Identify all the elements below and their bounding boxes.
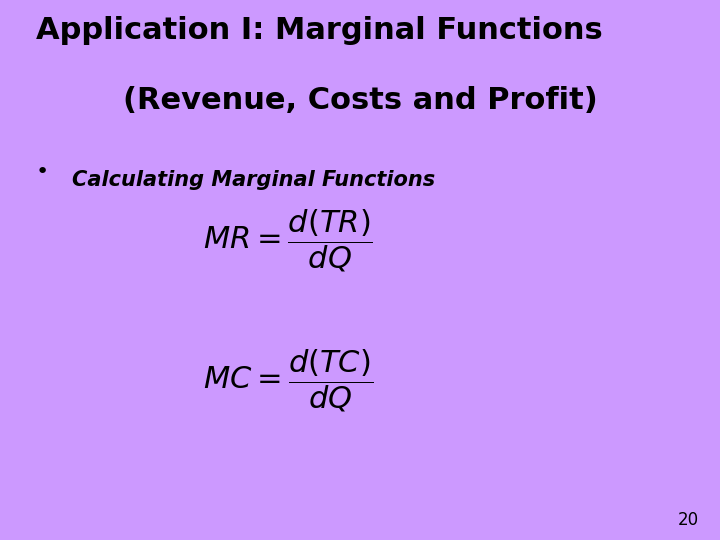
Text: 20: 20 [678, 511, 698, 529]
Text: $MR = \dfrac{d(TR)}{dQ}$: $MR = \dfrac{d(TR)}{dQ}$ [203, 207, 373, 274]
Text: •: • [36, 162, 49, 182]
Text: $MC = \dfrac{d(TC)}{dQ}$: $MC = \dfrac{d(TC)}{dQ}$ [203, 347, 373, 414]
Text: (Revenue, Costs and Profit): (Revenue, Costs and Profit) [122, 86, 598, 116]
Text: Application I: Marginal Functions: Application I: Marginal Functions [36, 16, 603, 45]
Text: Calculating Marginal Functions: Calculating Marginal Functions [72, 170, 435, 190]
